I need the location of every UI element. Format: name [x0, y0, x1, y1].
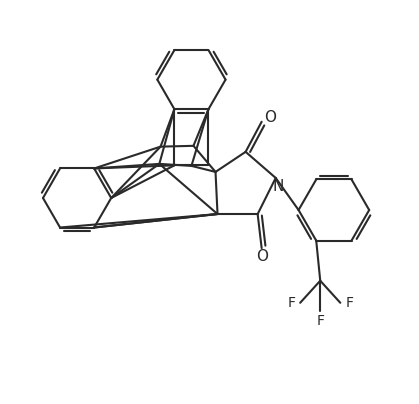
- Text: O: O: [264, 110, 276, 125]
- Text: F: F: [345, 296, 353, 310]
- Text: F: F: [287, 296, 295, 310]
- Text: O: O: [256, 249, 268, 265]
- Text: F: F: [316, 314, 324, 328]
- Text: N: N: [272, 179, 283, 194]
